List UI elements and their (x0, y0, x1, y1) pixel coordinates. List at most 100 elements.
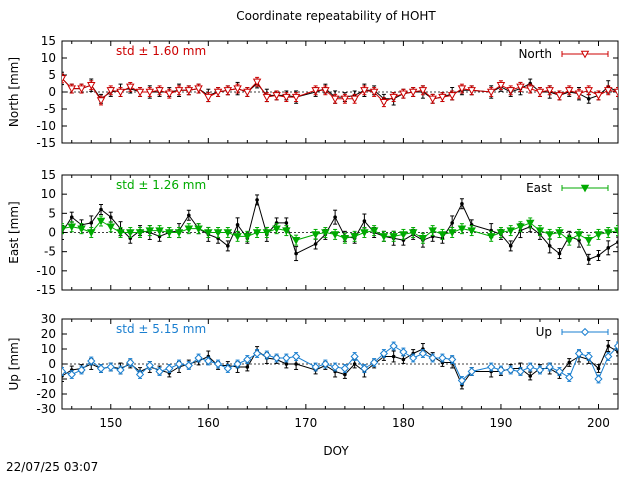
series-point (174, 359, 184, 369)
y-tick-label: 5 (48, 68, 56, 82)
series-point (399, 90, 408, 99)
series-point (360, 87, 369, 95)
series-point (233, 85, 242, 94)
series-point (282, 93, 291, 102)
series-point (106, 362, 115, 372)
series-point (116, 229, 125, 237)
series-point (204, 93, 213, 102)
y-tick-label: 0 (48, 357, 56, 371)
legend-label: Up (536, 325, 552, 339)
panel-north: -15 -10 -5 0 5 10 15 North [mm] std ± 1.60 mm Nor… (7, 34, 619, 150)
x-tick-label: 180 (392, 416, 415, 430)
series-point (311, 87, 320, 95)
series-point (457, 376, 467, 385)
series-point (67, 223, 77, 232)
series-point (574, 231, 584, 239)
legend-marker (580, 184, 590, 193)
series-point (603, 87, 613, 95)
reference-point (567, 360, 572, 365)
series-point (62, 367, 67, 376)
reference-point (294, 251, 298, 256)
legend-label: North (518, 47, 552, 61)
series-point (535, 365, 545, 375)
series-point (574, 349, 584, 358)
x-tick-label: 200 (587, 416, 610, 430)
series-point (126, 358, 135, 367)
series-point (370, 358, 379, 367)
y-axis-label: North [mm] (7, 57, 21, 127)
y-tick-label: 15 (41, 34, 56, 48)
series-point (321, 229, 330, 237)
series-point (145, 227, 155, 236)
series-point (408, 229, 418, 237)
series-point (204, 229, 213, 237)
y-tick-label: 0 (48, 85, 56, 99)
series-point (223, 229, 233, 237)
series-point (282, 227, 291, 236)
series-point (321, 87, 330, 95)
std-annotation: std ± 1.60 mm (116, 44, 206, 58)
y-axis-label: East [mm] (7, 201, 21, 263)
series-point (87, 356, 96, 366)
y-tick-label: -10 (36, 264, 56, 278)
series-point (516, 367, 525, 376)
reference-point (245, 365, 250, 369)
series-point (545, 362, 554, 372)
series-point (311, 231, 320, 239)
std-annotation: std ± 1.26 mm (116, 178, 206, 192)
series-point (506, 87, 515, 95)
series-point (145, 361, 154, 370)
series-point (262, 229, 272, 237)
series-point (340, 235, 350, 243)
series-point (447, 92, 457, 100)
series-point (545, 231, 554, 239)
x-tick-label: 190 (489, 416, 512, 430)
series-point (87, 81, 96, 90)
series-point (496, 229, 506, 237)
legend-marker (580, 50, 590, 59)
series-point (438, 93, 447, 102)
series-point (350, 95, 359, 104)
y-tick-label: -15 (36, 283, 56, 297)
series-point (213, 359, 223, 369)
series-point (467, 87, 476, 95)
series-point (155, 367, 164, 376)
series-point (213, 229, 223, 237)
series-point (564, 236, 574, 245)
series-point (389, 341, 398, 351)
series-point (535, 88, 545, 97)
series-point (96, 217, 106, 226)
series-point (613, 88, 618, 97)
reference-point (284, 362, 289, 366)
series-point (584, 236, 593, 245)
series-point (135, 229, 145, 237)
reference-point (343, 372, 347, 377)
series-point (389, 233, 398, 241)
reference-point (460, 201, 464, 206)
series-point (194, 85, 203, 94)
reference-point (108, 215, 113, 219)
series-point (428, 227, 437, 236)
series-point (272, 225, 281, 234)
series-point (174, 87, 184, 95)
series-point (604, 352, 613, 361)
reference-point (187, 213, 191, 218)
reference-point (226, 244, 230, 248)
series-group (62, 340, 618, 390)
reference-point (596, 253, 601, 258)
series-point (204, 356, 213, 366)
reference-point (284, 221, 289, 225)
series-point (243, 355, 252, 364)
y-tick-label: -10 (36, 119, 56, 133)
series-point (106, 223, 116, 232)
series-point (360, 229, 369, 237)
y-tick-label: 15 (41, 168, 56, 182)
series-point (496, 81, 506, 90)
series-point (165, 90, 174, 99)
series-group (62, 71, 618, 108)
y-tick-label: -5 (44, 245, 56, 259)
series-point (340, 364, 349, 373)
x-tick-label: 160 (197, 416, 220, 430)
series-point (165, 229, 174, 237)
series-point (331, 362, 340, 372)
